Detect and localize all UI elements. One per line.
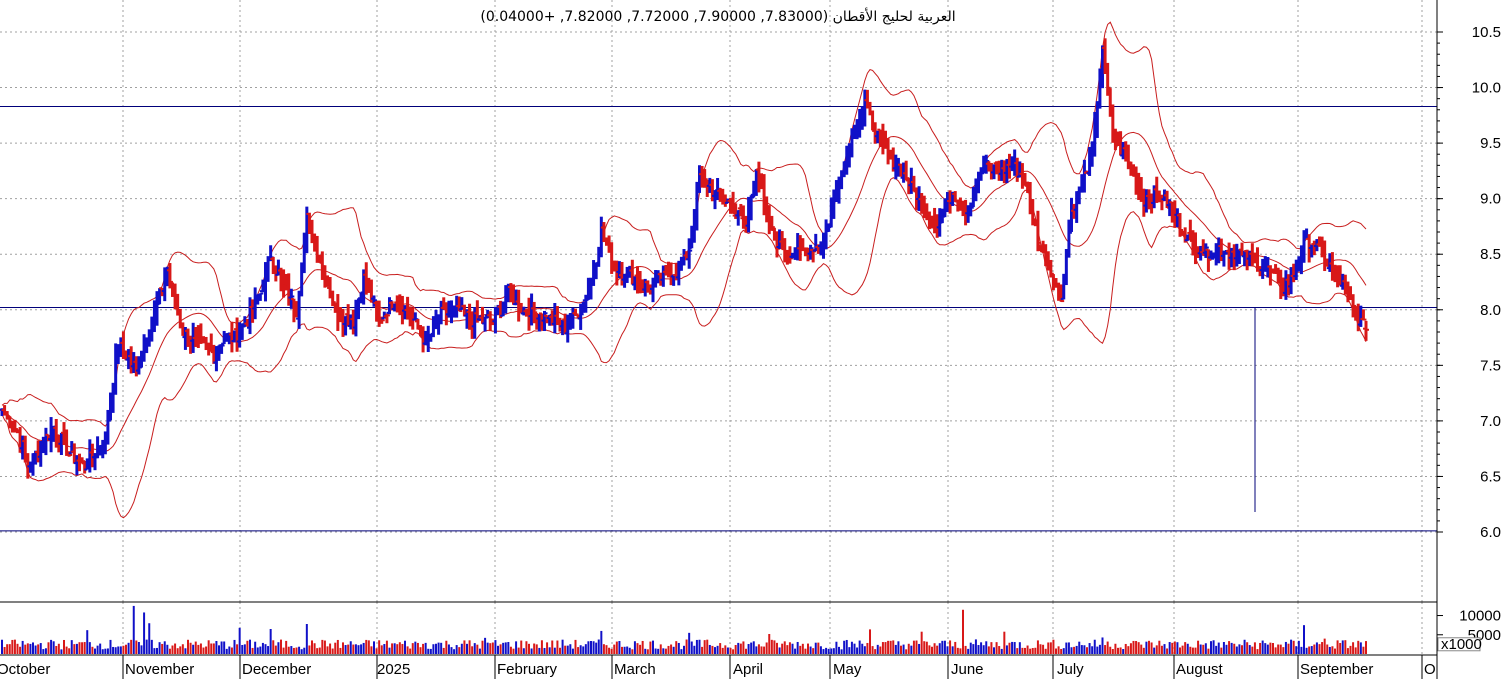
price-tick-label: 9.0 xyxy=(1480,191,1501,208)
month-label: June xyxy=(951,661,984,678)
ohlc-bar xyxy=(1065,219,1072,258)
ohlc-bar xyxy=(104,409,111,445)
ohlc-bar xyxy=(1205,248,1212,272)
month-label: August xyxy=(1176,661,1224,678)
month-label: April xyxy=(733,661,763,678)
ohlc-bar xyxy=(166,263,173,289)
ohlc-bar xyxy=(701,169,708,188)
volume-bars xyxy=(1,605,1367,654)
month-label: November xyxy=(125,661,194,678)
price-tick-label: 8.5 xyxy=(1480,246,1501,263)
ohlc-bar xyxy=(577,303,584,330)
ohlc-bar xyxy=(218,344,225,354)
ohlc-bar xyxy=(257,292,264,301)
volume-tick-label: 10000 xyxy=(1459,608,1501,625)
ohlc-bar xyxy=(482,316,489,332)
price-tick-label: 7.5 xyxy=(1480,357,1501,374)
price-tick-label: 10.0 xyxy=(1472,80,1501,97)
month-label: O xyxy=(1424,661,1436,678)
month-label: May xyxy=(833,661,862,678)
month-label: March xyxy=(614,661,656,678)
month-label: October xyxy=(0,661,50,678)
month-label: September xyxy=(1300,661,1373,678)
volume-unit-label: x1000 xyxy=(1441,636,1482,653)
ohlc-bar xyxy=(807,244,814,260)
ohlc-bar xyxy=(967,202,974,217)
price-tick-label: 8.0 xyxy=(1480,302,1501,319)
price-tick-label: 9.5 xyxy=(1480,135,1501,152)
price-axis: 10.5 10.0 9.5 9.0 8.5 8.0 7.5 7.0 6.5 6.0 xyxy=(1437,24,1501,541)
price-tick-label: 7.0 xyxy=(1480,413,1501,430)
ohlc-bar xyxy=(1363,320,1369,341)
price-bars xyxy=(0,38,1369,479)
volume-unit-box xyxy=(1437,637,1481,652)
chart-grid xyxy=(0,0,1437,679)
price-tick-label: 6.0 xyxy=(1480,524,1501,541)
month-label: 2025 xyxy=(377,661,410,678)
time-axis: October November December 2025 February March… xyxy=(0,661,1436,678)
chart-title: العربية لحليج الأقطان (7.83000, 7.90000,… xyxy=(480,7,955,25)
month-label: February xyxy=(497,661,558,678)
ohlc-bar xyxy=(531,301,538,324)
ohlc-bar xyxy=(371,295,377,307)
ohlc-bar xyxy=(1350,294,1357,318)
ohlc-bar xyxy=(768,215,775,231)
price-tick-label: 6.5 xyxy=(1480,468,1501,485)
ohlc-bar xyxy=(686,238,693,269)
ohlc-bar xyxy=(541,310,548,332)
month-label: July xyxy=(1057,661,1084,678)
ohlc-bar xyxy=(748,195,755,221)
ohlc-bar xyxy=(1360,309,1367,321)
ohlc-bar xyxy=(1177,213,1183,237)
price-tick-label: 10.5 xyxy=(1472,24,1501,41)
ohlc-bar xyxy=(386,297,393,315)
ohlc-bar xyxy=(383,313,390,324)
month-label: December xyxy=(242,661,311,678)
bollinger-lower xyxy=(1,177,1367,519)
